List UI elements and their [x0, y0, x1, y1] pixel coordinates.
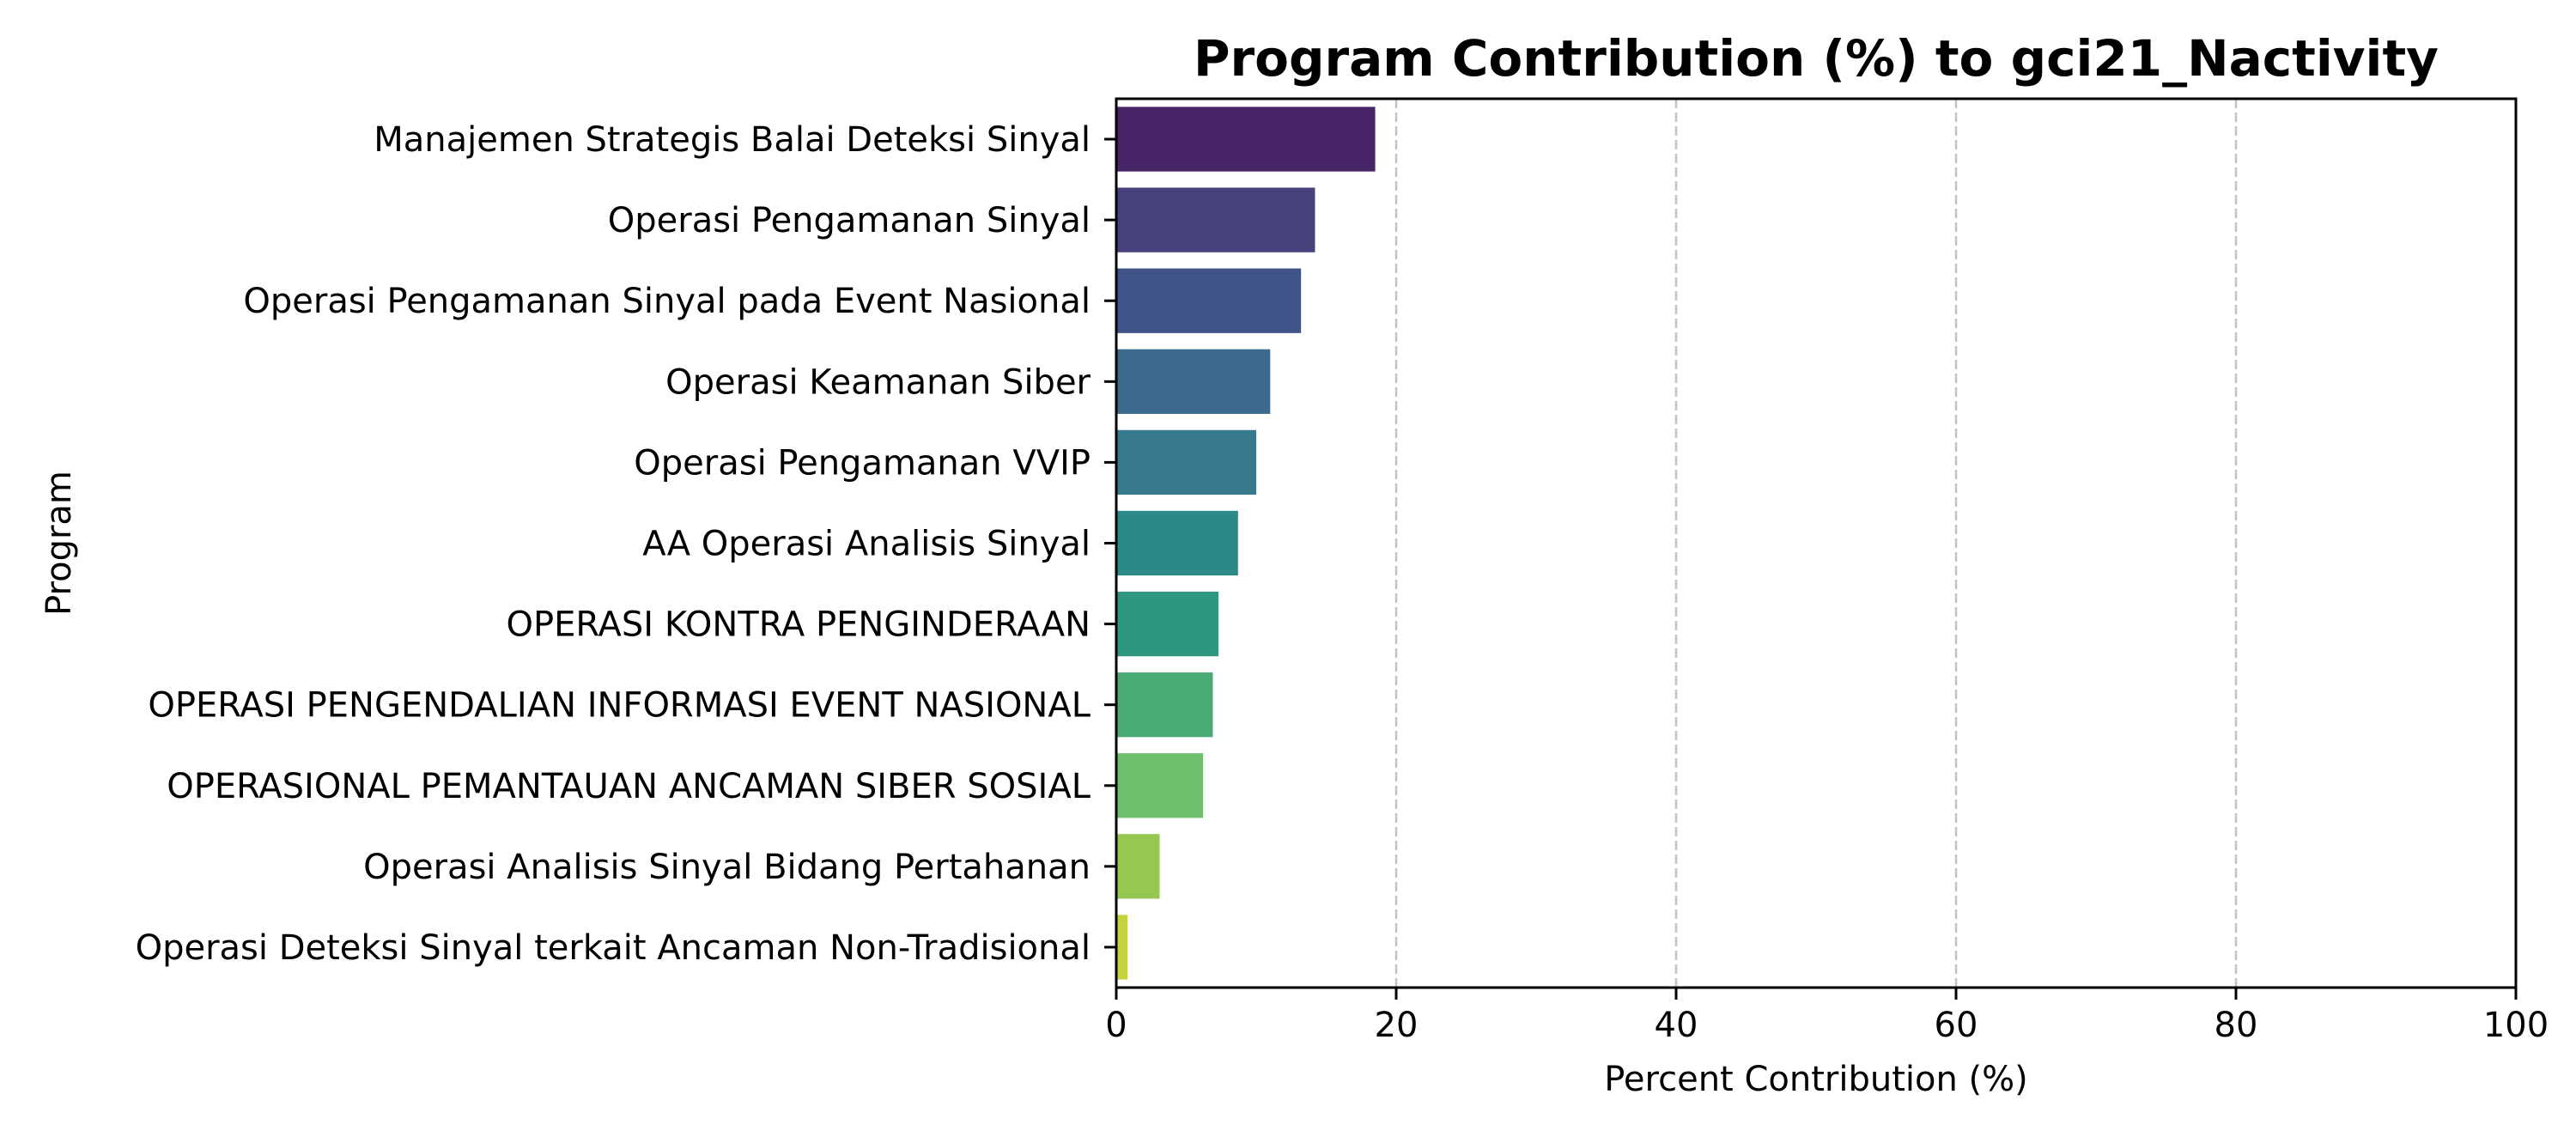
y-tick-label: Operasi Pengamanan VVIP [634, 443, 1091, 483]
bar [1116, 187, 1315, 252]
y-axis-ticks: Manajemen Strategis Balai Deteksi Sinyal… [136, 120, 1116, 968]
y-tick-label: OPERASI PENGENDALIAN INFORMASI EVENT NAS… [148, 686, 1091, 726]
y-tick-label: Manajemen Strategis Balai Deteksi Sinyal [374, 120, 1091, 160]
y-tick-label: AA Operasi Analisis Sinyal [642, 525, 1091, 564]
y-tick-label: OPERASIONAL PEMANTAUAN ANCAMAN SIBER SOS… [167, 767, 1091, 806]
x-axis-label: Percent Contribution (%) [1604, 1060, 2028, 1099]
chart-title: Program Contribution (%) to gci21_Nactiv… [1194, 29, 2439, 88]
y-axis-label: Program [39, 471, 79, 616]
bar [1116, 834, 1160, 899]
grid-lines [1394, 99, 2238, 988]
bar [1116, 510, 1238, 576]
y-tick-label: Operasi Pengamanan Sinyal pada Event Nas… [243, 282, 1091, 321]
x-tick-label: 60 [1935, 1006, 1978, 1045]
y-tick-label: Operasi Keamanan Siber [665, 362, 1091, 402]
bar [1116, 268, 1302, 333]
bar [1116, 349, 1271, 414]
x-tick-label: 100 [2483, 1006, 2549, 1045]
x-tick-label: 20 [1375, 1006, 1419, 1045]
x-tick-label: 80 [2215, 1006, 2258, 1045]
bar [1116, 429, 1256, 496]
bar [1116, 106, 1376, 172]
bar [1116, 753, 1204, 818]
bar [1116, 672, 1213, 738]
y-tick-label: Operasi Deteksi Sinyal terkait Ancaman N… [136, 928, 1091, 968]
x-axis-ticks: 0 20 40 60 80 100 [1105, 988, 2549, 1045]
y-tick-label: OPERASI KONTRA PENGINDERAAN [507, 605, 1091, 645]
bars [1116, 106, 1376, 980]
bar [1116, 915, 1128, 980]
x-tick-label: 0 [1105, 1006, 1127, 1045]
bar [1116, 591, 1218, 657]
plot-frame [1115, 97, 2518, 989]
x-tick-label: 40 [1655, 1006, 1698, 1045]
y-tick-label: Operasi Pengamanan Sinyal [608, 201, 1091, 240]
y-tick-label: Operasi Analisis Sinyal Bidang Pertahana… [363, 848, 1091, 887]
